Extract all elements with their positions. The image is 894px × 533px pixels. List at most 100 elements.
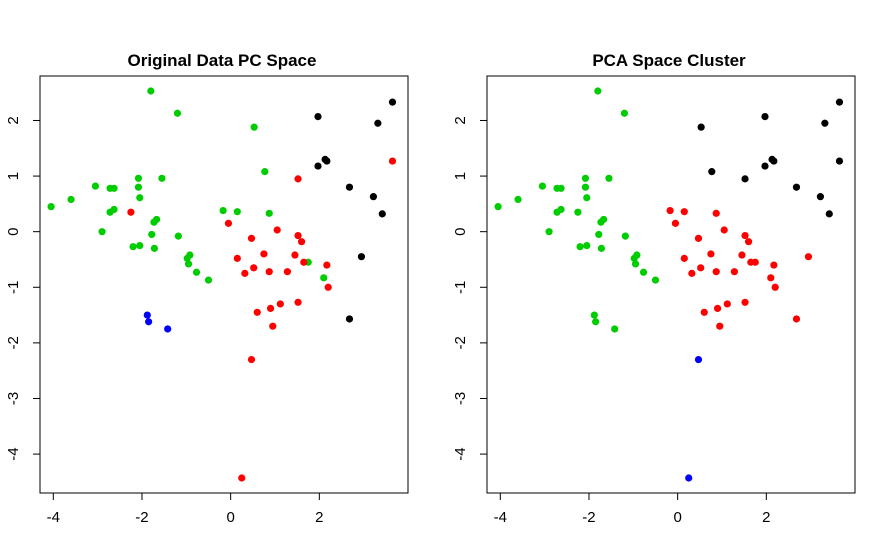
scatter-point-red: [741, 298, 749, 306]
scatter-point-red: [716, 322, 724, 330]
scatter-points: [494, 87, 844, 482]
scatter-point-blue: [685, 474, 693, 482]
scatter-point-green: [651, 276, 660, 284]
scatter-point-red: [273, 226, 281, 234]
scatter-point-green: [173, 109, 182, 117]
scatter-point-red: [671, 219, 680, 227]
scatter-point-green: [600, 215, 608, 224]
scatter-point-black: [835, 157, 844, 165]
scatter-point-green: [631, 260, 640, 268]
scatter-point-green: [620, 109, 629, 117]
scatter-point-green: [590, 311, 598, 319]
scatter-point-red: [294, 298, 302, 306]
scatter-point-red: [269, 322, 277, 330]
scatter-point-black: [708, 168, 716, 176]
scatter-point-black: [314, 162, 322, 170]
scatter-point-green: [605, 174, 613, 182]
scatter-point-green: [110, 184, 118, 192]
scatter-point-red: [265, 268, 273, 276]
y-tick-label: -4: [452, 447, 469, 460]
scatter-point-green: [583, 241, 591, 250]
scatter-point-green: [147, 87, 155, 95]
scatter-point-red: [388, 157, 397, 165]
scatter-point-red: [294, 175, 302, 183]
scatter-point-green: [574, 208, 582, 216]
scatter-point-black: [378, 210, 386, 218]
scatter-point-green: [597, 244, 605, 252]
scatter-point-red: [771, 283, 779, 291]
y-tick-label: -1: [452, 281, 469, 294]
x-tick-label: -2: [135, 509, 148, 526]
scatter-point-green: [174, 232, 182, 240]
x-tick-label: -4: [494, 509, 507, 526]
scatter-point-red: [700, 308, 708, 316]
scatter-point-green: [581, 183, 590, 191]
scatter-point-green: [91, 182, 100, 190]
scatter-point-red: [324, 283, 332, 291]
y-tick-label: -2: [452, 336, 469, 349]
scatter-point-green: [494, 203, 502, 211]
scatter-point-green: [67, 195, 75, 204]
scatter-point-green: [557, 184, 565, 192]
scatter-point-black: [323, 157, 331, 165]
scatter-point-green: [192, 268, 201, 276]
scatter-point-green: [576, 243, 584, 251]
scatter-point-red: [247, 355, 256, 364]
scatter-point-red: [712, 268, 720, 276]
scatter-point-black: [697, 123, 705, 131]
scatter-point-red: [238, 474, 246, 482]
scatter-point-green: [153, 215, 161, 224]
scatter-point-red: [233, 254, 241, 262]
scatter-point-red: [751, 258, 759, 266]
scatter-point-red: [666, 206, 674, 215]
scatter-point-black: [345, 183, 354, 191]
scatter-point-red: [291, 251, 299, 259]
scatter-point-black: [792, 183, 801, 191]
scatter-point-green: [186, 251, 194, 259]
scatter-point-green: [136, 194, 144, 202]
y-tick-label: 0: [452, 228, 469, 236]
scatter-point-red: [767, 274, 775, 282]
scatter-point-red: [712, 209, 720, 217]
scatter-point-green: [320, 274, 328, 282]
plot-frame: [39, 75, 409, 494]
scatter-point-green: [134, 183, 143, 191]
y-tick-label: -4: [5, 447, 22, 460]
scatter-point-red: [283, 268, 292, 276]
scatter-point-green: [219, 206, 227, 215]
scatter-point-black: [374, 119, 382, 127]
scatter-point-green: [250, 123, 258, 131]
axes: -4 -2 0 2 2 1 0 -1 -2 -3 -4: [452, 116, 770, 526]
y-tick-label: -1: [5, 281, 22, 294]
scatter-point-green: [595, 230, 603, 239]
x-tick-label: 0: [673, 509, 681, 526]
scatter-point-red: [300, 258, 308, 266]
scatter-point-blue: [694, 355, 703, 364]
scatter-point-red: [738, 251, 746, 259]
scatter-point-black: [741, 175, 749, 183]
y-tick-label: 0: [5, 228, 22, 236]
scatter-point-green: [184, 260, 193, 268]
scatter-point-red: [297, 238, 306, 246]
scatter-point-green: [150, 244, 158, 252]
chart-title: PCA Space Cluster: [592, 51, 746, 70]
scatter-point-blue: [143, 311, 151, 319]
scatter-point-green: [158, 174, 166, 182]
scatter-point-red: [713, 304, 722, 313]
scatter-point-black: [761, 112, 769, 121]
scatter-point-red: [730, 268, 739, 276]
scatter-point-black: [369, 193, 378, 201]
x-tick-label: -4: [47, 509, 60, 526]
x-tick-label: -2: [582, 509, 595, 526]
scatter-point-red: [266, 304, 275, 313]
scatter-point-green: [204, 276, 213, 284]
scatter-point-green: [136, 241, 144, 250]
y-tick-label: -3: [452, 392, 469, 405]
scatter-point-black: [761, 162, 769, 170]
scatter-point-green: [545, 228, 553, 236]
scatter-point-black: [357, 253, 366, 261]
scatter-point-green: [639, 268, 648, 276]
scatter-point-red: [694, 234, 703, 242]
scatter-point-red: [744, 238, 753, 246]
